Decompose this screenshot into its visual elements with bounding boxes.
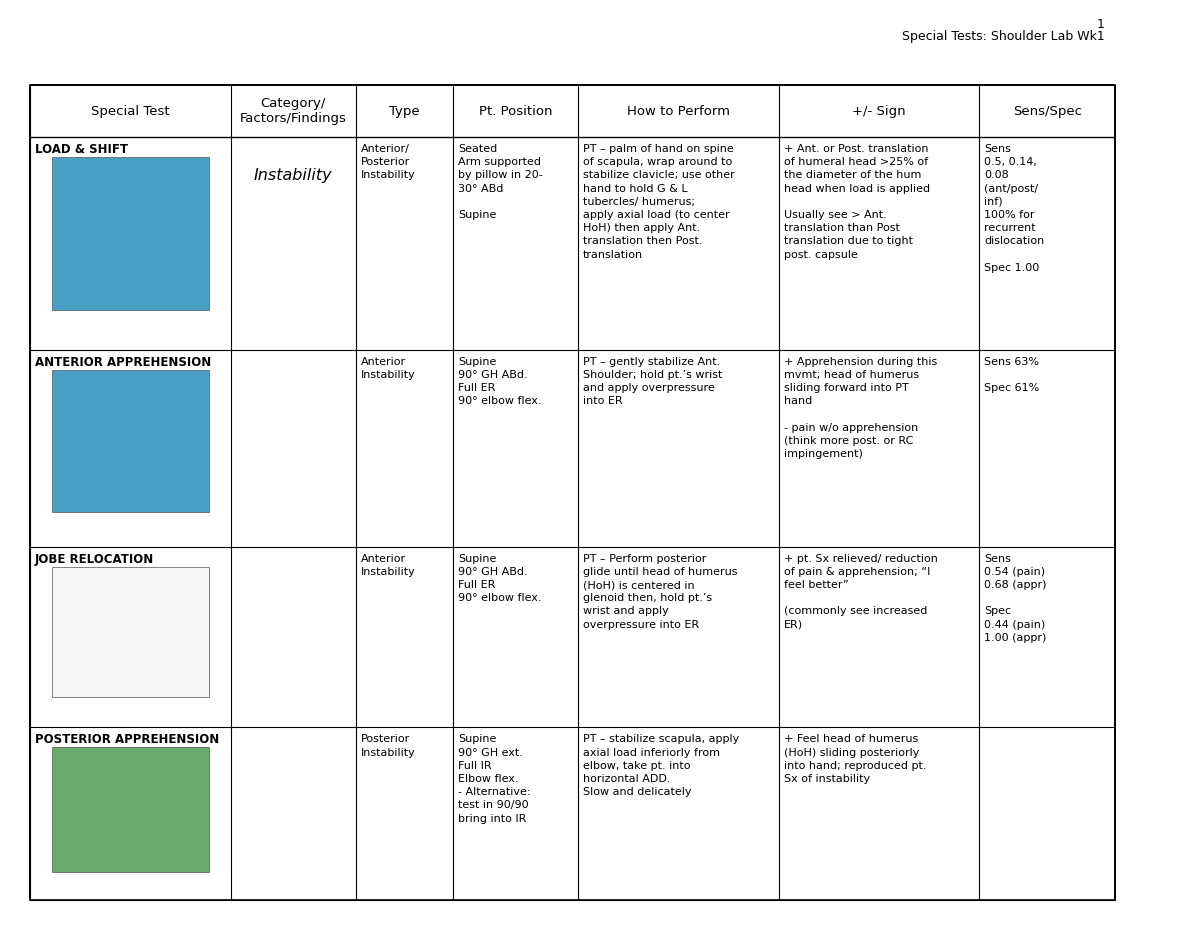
- Text: Supine
90° GH ext.
Full IR
Elbow flex.
- Alternative:
test in 90/90
bring into I: Supine 90° GH ext. Full IR Elbow flex. -…: [458, 734, 530, 823]
- Text: Sens/Spec: Sens/Spec: [1013, 105, 1081, 118]
- Text: PT – stabilize scapula, apply
axial load inferiorly from
elbow, take pt. into
ho: PT – stabilize scapula, apply axial load…: [583, 734, 739, 797]
- Text: Instability: Instability: [254, 168, 332, 183]
- Text: PT – Perform posterior
glide until head of humerus
(HoH) is centered in
glenoid : PT – Perform posterior glide until head …: [583, 553, 738, 629]
- Text: + Ant. or Post. translation
of humeral head >25% of
the diameter of the hum
head: + Ant. or Post. translation of humeral h…: [784, 144, 930, 260]
- Text: Supine
90° GH ABd.
Full ER
90° elbow flex.: Supine 90° GH ABd. Full ER 90° elbow fle…: [458, 357, 541, 406]
- Text: LOAD & SHIFT: LOAD & SHIFT: [35, 143, 128, 156]
- Bar: [52, 747, 209, 871]
- Bar: [52, 370, 209, 512]
- Bar: [30, 85, 1115, 900]
- Text: Seated
Arm supported
by pillow in 20-
30° ABd

Supine: Seated Arm supported by pillow in 20- 30…: [458, 144, 542, 220]
- Text: Anterior/
Posterior
Instability: Anterior/ Posterior Instability: [360, 144, 415, 181]
- Text: ANTERIOR APPREHENSION: ANTERIOR APPREHENSION: [35, 356, 211, 369]
- Text: Sens
0.5, 0.14,
0.08
(ant/post/
inf)
100% for
recurrent
dislocation

Spec 1.00: Sens 0.5, 0.14, 0.08 (ant/post/ inf) 100…: [984, 144, 1045, 273]
- Text: Category/
Factors/Findings: Category/ Factors/Findings: [240, 97, 347, 125]
- Text: Anterior
Instability: Anterior Instability: [360, 553, 415, 577]
- Text: Sens 63%

Spec 61%: Sens 63% Spec 61%: [984, 357, 1039, 393]
- Text: Pt. Position: Pt. Position: [479, 105, 552, 118]
- Bar: [52, 157, 209, 311]
- Text: + pt. Sx relieved/ reduction
of pain & apprehension; “I
feel better”

(commonly : + pt. Sx relieved/ reduction of pain & a…: [784, 553, 937, 629]
- Text: Supine
90° GH ABd.
Full ER
90° elbow flex.: Supine 90° GH ABd. Full ER 90° elbow fle…: [458, 553, 541, 603]
- Text: Special Test: Special Test: [91, 105, 169, 118]
- Text: PT – gently stabilize Ant.
Shoulder; hold pt.’s wrist
and apply overpressure
int: PT – gently stabilize Ant. Shoulder; hol…: [583, 357, 722, 406]
- Text: PT – palm of hand on spine
of scapula, wrap around to
stabilize clavicle; use ot: PT – palm of hand on spine of scapula, w…: [583, 144, 734, 260]
- Text: + Feel head of humerus
(HoH) sliding posteriorly
into hand; reproduced pt.
Sx of: + Feel head of humerus (HoH) sliding pos…: [784, 734, 926, 784]
- Text: Special Tests: Shoulder Lab Wk1: Special Tests: Shoulder Lab Wk1: [902, 30, 1105, 43]
- Bar: [52, 566, 209, 697]
- Text: 1: 1: [1097, 18, 1105, 31]
- Text: + Apprehension during this
mvmt; head of humerus
sliding forward into PT
hand

-: + Apprehension during this mvmt; head of…: [784, 357, 937, 459]
- Text: How to Perform: How to Perform: [626, 105, 730, 118]
- Text: Posterior
Instability: Posterior Instability: [360, 734, 415, 757]
- Text: JOBE RELOCATION: JOBE RELOCATION: [35, 552, 155, 565]
- Text: Type: Type: [389, 105, 420, 118]
- Text: +/- Sign: +/- Sign: [852, 105, 906, 118]
- Text: Anterior
Instability: Anterior Instability: [360, 357, 415, 380]
- Text: Sens
0.54 (pain)
0.68 (appr)

Spec
0.44 (pain)
1.00 (appr): Sens 0.54 (pain) 0.68 (appr) Spec 0.44 (…: [984, 553, 1046, 642]
- Text: POSTERIOR APPREHENSION: POSTERIOR APPREHENSION: [35, 733, 220, 746]
